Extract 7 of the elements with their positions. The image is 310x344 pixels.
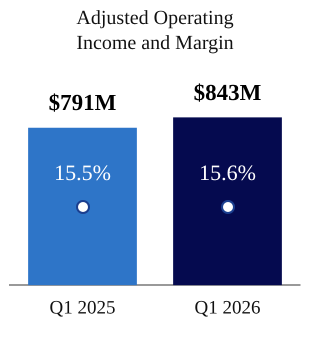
annotation: 15.5%: [54, 160, 111, 185]
x-tick-label: Q1 2026: [194, 298, 260, 319]
x-tick-label: Q1 2025: [50, 298, 116, 319]
annotation: 15.6%: [199, 160, 256, 185]
data-label: $791M: [48, 90, 117, 116]
data-label: $843M: [194, 80, 262, 105]
chart-title: Adjusted Operating Income and Margin: [75, 6, 235, 56]
